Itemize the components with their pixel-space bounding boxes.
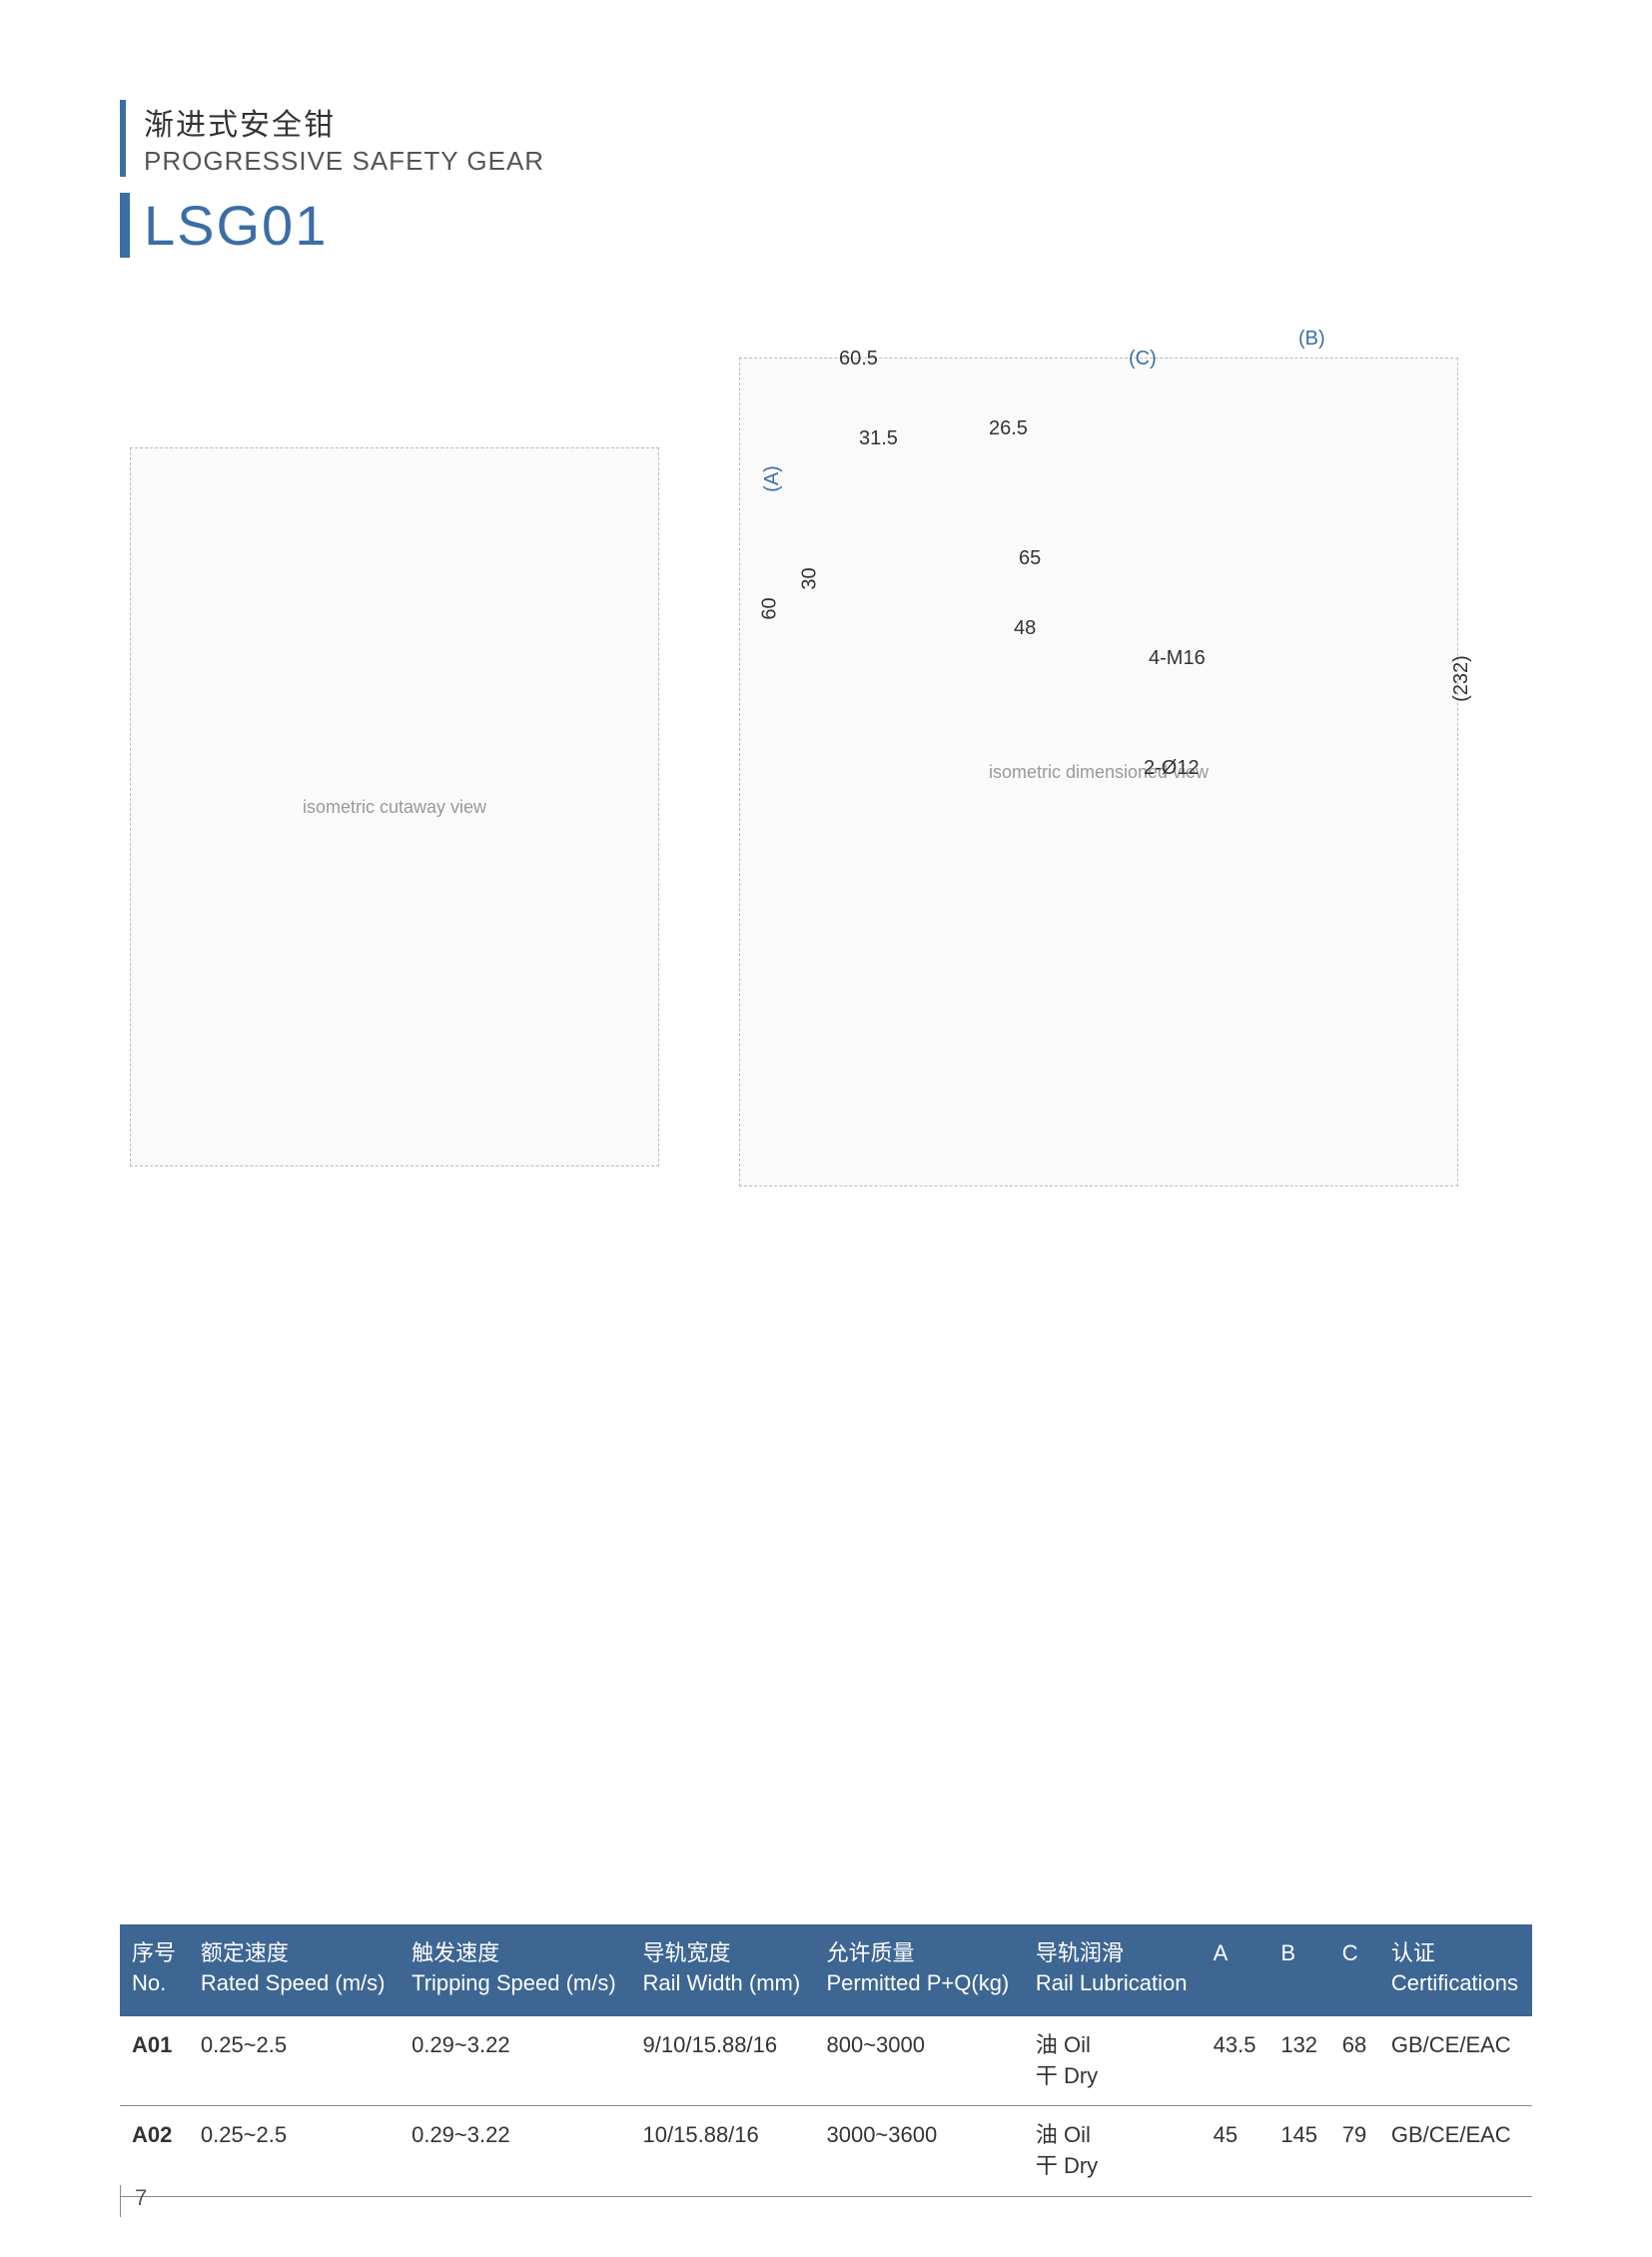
table-row: A02 0.25~2.5 0.29~3.22 10/15.88/16 3000~… xyxy=(120,2106,1532,2197)
col-no-en: No. xyxy=(132,1968,177,1998)
cell-rail: 9/10/15.88/16 xyxy=(631,2016,815,2106)
diagram-left-label: isometric cutaway view xyxy=(303,797,486,818)
cell-cert: GB/CE/EAC xyxy=(1379,2016,1532,2106)
col-a-zh: A xyxy=(1214,1938,1257,1968)
cell-rated: 0.25~2.5 xyxy=(189,2106,400,2197)
dim-label-b: (B) xyxy=(1298,328,1325,351)
cell-rail: 10/15.88/16 xyxy=(631,2106,815,2197)
spec-table-body: A01 0.25~2.5 0.29~3.22 9/10/15.88/16 800… xyxy=(120,2016,1532,2197)
col-permitted: 允许质量 Permitted P+Q(kg) xyxy=(814,1924,1023,2015)
col-rated-en: Rated Speed (m/s) xyxy=(201,1968,388,1998)
cell-no: A02 xyxy=(120,2106,189,2197)
cell-c: 68 xyxy=(1330,2016,1379,2106)
col-pq-zh: 允许质量 xyxy=(826,1938,1011,1968)
page-number-tick xyxy=(120,2185,121,2217)
col-rated-zh: 额定速度 xyxy=(201,1938,388,1968)
col-b-zh: B xyxy=(1280,1938,1317,1968)
cell-c: 79 xyxy=(1330,2106,1379,2197)
col-trip-en: Tripping Speed (m/s) xyxy=(412,1968,618,1998)
col-rail-width: 导轨宽度 Rail Width (mm) xyxy=(631,1924,815,2015)
cell-lube: 油 Oil 干 Dry xyxy=(1024,2106,1202,2197)
col-lubrication: 导轨润滑 Rail Lubrication xyxy=(1024,1924,1202,2015)
page-number-bar: 7 xyxy=(120,2185,147,2217)
col-b: B xyxy=(1268,1924,1329,2015)
dim-label-c: (C) xyxy=(1129,348,1157,371)
dim-4m16: 4-M16 xyxy=(1149,647,1206,670)
page-number: 7 xyxy=(135,2185,147,2211)
spec-table-head: 序号 No. 额定速度 Rated Speed (m/s) 触发速度 Tripp… xyxy=(120,1924,1532,2015)
cell-trip: 0.29~3.22 xyxy=(400,2106,630,2197)
model-number: LSG01 xyxy=(144,193,1532,258)
col-c-zh: C xyxy=(1342,1938,1367,1968)
cell-b: 145 xyxy=(1268,2106,1329,2197)
diagram-right-view: isometric dimensioned view xyxy=(739,358,1458,1186)
cell-a: 43.5 xyxy=(1202,2016,1269,2106)
cell-no: A01 xyxy=(120,2016,189,2106)
dim-26-5: 26.5 xyxy=(989,417,1028,440)
title-en: PROGRESSIVE SAFETY GEAR xyxy=(144,146,1532,177)
col-trip-zh: 触发速度 xyxy=(412,1938,618,1968)
col-lube-zh: 导轨润滑 xyxy=(1036,1938,1190,1968)
dim-31-5: 31.5 xyxy=(859,427,898,450)
col-rated-speed: 额定速度 Rated Speed (m/s) xyxy=(189,1924,400,2015)
model-block: LSG01 xyxy=(120,193,1532,258)
col-lube-en: Rail Lubrication xyxy=(1036,1968,1190,1998)
title-zh: 渐进式安全钳 xyxy=(144,100,1532,144)
header-block: 渐进式安全钳 PROGRESSIVE SAFETY GEAR xyxy=(120,100,1532,177)
col-pq-en: Permitted P+Q(kg) xyxy=(826,1968,1011,1998)
cell-a: 45 xyxy=(1202,2106,1269,2197)
cell-lube-dry: 干 Dry xyxy=(1036,2153,1098,2178)
col-cert-en: Certifications xyxy=(1391,1968,1520,1998)
dim-60: 60 xyxy=(759,597,782,619)
col-cert-zh: 认证 xyxy=(1391,1938,1520,1968)
col-rail-zh: 导轨宽度 xyxy=(643,1938,803,1968)
col-no: 序号 No. xyxy=(120,1924,189,2015)
diagram-area: isometric cutaway view isometric dimensi… xyxy=(120,288,1532,1904)
col-rail-en: Rail Width (mm) xyxy=(643,1968,803,1998)
cell-b: 132 xyxy=(1268,2016,1329,2106)
dim-232: (232) xyxy=(1450,655,1473,702)
cell-rated: 0.25~2.5 xyxy=(189,2016,400,2106)
col-tripping-speed: 触发速度 Tripping Speed (m/s) xyxy=(400,1924,630,2015)
col-cert: 认证 Certifications xyxy=(1379,1924,1532,2015)
page: 渐进式安全钳 PROGRESSIVE SAFETY GEAR LSG01 iso… xyxy=(0,0,1652,2257)
cell-pq: 3000~3600 xyxy=(814,2106,1023,2197)
cell-lube-oil: 油 Oil xyxy=(1036,2122,1091,2147)
dim-48: 48 xyxy=(1014,617,1036,640)
cell-cert: GB/CE/EAC xyxy=(1379,2106,1532,2197)
table-row: A01 0.25~2.5 0.29~3.22 9/10/15.88/16 800… xyxy=(120,2016,1532,2106)
dim-2d12: 2-Ø12 xyxy=(1144,757,1200,780)
col-a: A xyxy=(1202,1924,1269,2015)
cell-lube: 油 Oil 干 Dry xyxy=(1024,2016,1202,2106)
diagram-left-view: isometric cutaway view xyxy=(130,447,659,1166)
cell-lube-dry: 干 Dry xyxy=(1036,2063,1098,2088)
cell-trip: 0.29~3.22 xyxy=(400,2016,630,2106)
cell-pq: 800~3000 xyxy=(814,2016,1023,2106)
col-c: C xyxy=(1330,1924,1379,2015)
cell-lube-oil: 油 Oil xyxy=(1036,2032,1091,2057)
dim-30: 30 xyxy=(799,567,822,589)
spec-table: 序号 No. 额定速度 Rated Speed (m/s) 触发速度 Tripp… xyxy=(120,1924,1532,2197)
col-no-zh: 序号 xyxy=(132,1938,177,1968)
dim-65: 65 xyxy=(1019,547,1041,570)
dim-label-a: (A) xyxy=(761,465,784,492)
dim-60-5: 60.5 xyxy=(839,348,878,371)
